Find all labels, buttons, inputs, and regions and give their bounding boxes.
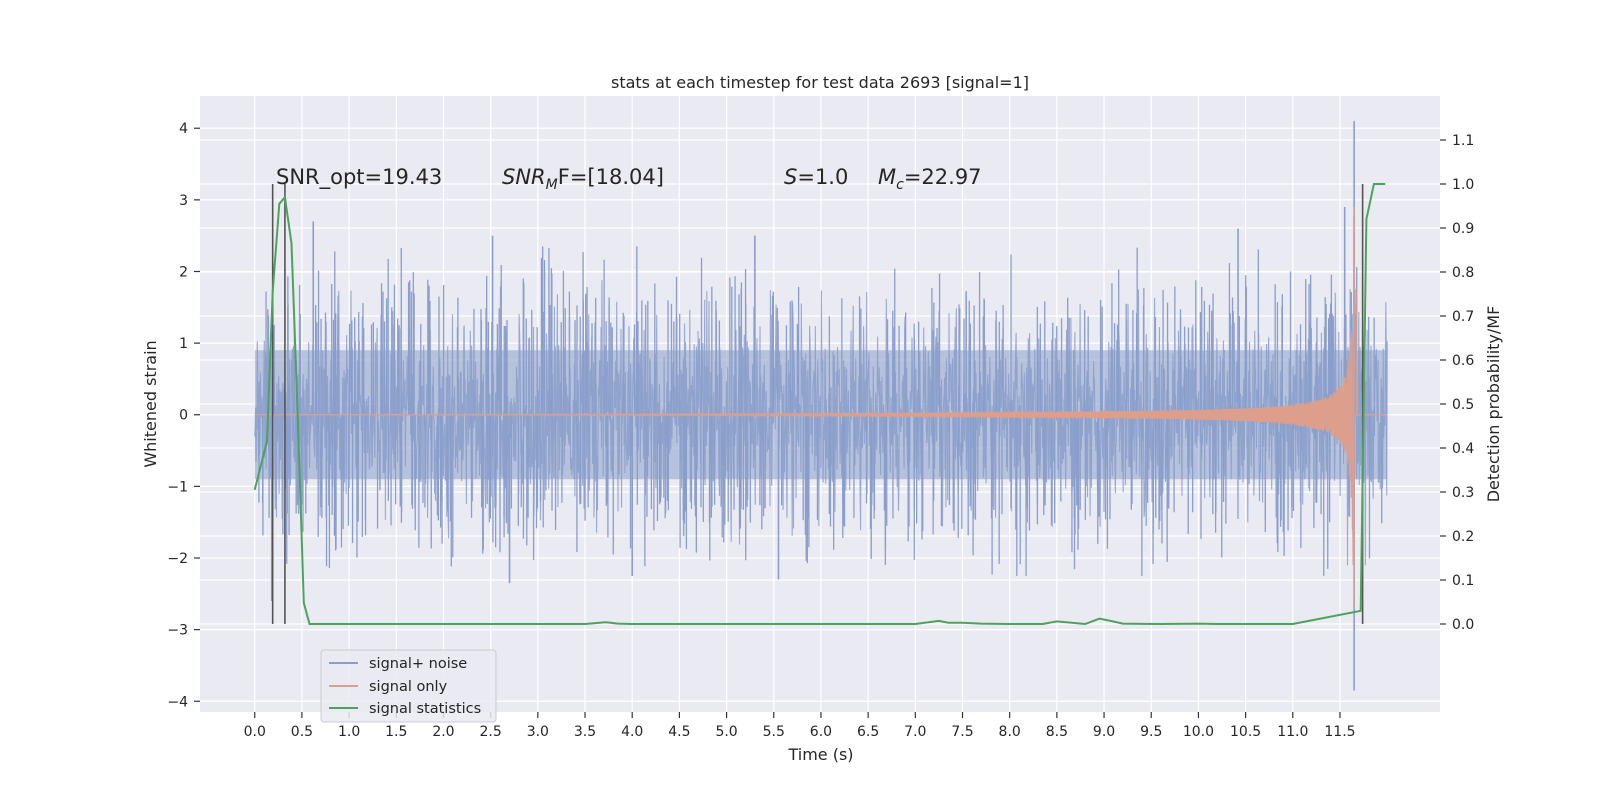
y-right-tick-label: 0.0 [1452,617,1474,633]
y-right-tick-label: 0.3 [1452,485,1474,501]
x-tick-label: 6.0 [810,724,832,740]
annotation-mc: Mc=22.97 [878,165,982,193]
y-left-tick-label: −1 [167,479,188,495]
annotation-mc-sub: c [896,177,904,193]
x-tick-label: 8.0 [999,724,1021,740]
y-axis-label-left: Whitened strain [141,340,160,467]
x-tick-label: 0.5 [291,724,313,740]
x-tick-label: 9.5 [1140,724,1162,740]
y-left-tick-label: 4 [179,121,188,137]
x-tick-label: 3.0 [527,724,549,740]
x-tick-label: 1.0 [338,724,360,740]
vertical-markers [271,184,1364,624]
legend: signal+ noise signal only signal statist… [320,649,497,723]
x-tick-label: 2.0 [432,724,454,740]
y-right-tick-label: 0.2 [1452,529,1474,545]
x-tick-label: 4.5 [668,724,690,740]
y-left-tick-label: −2 [167,551,188,567]
x-tick-label: 2.5 [480,724,502,740]
y-right-tick-label: 1.0 [1452,177,1474,193]
annotation-snr-mf: SNRMF=[18.04] [502,165,664,193]
y-left-tick-label: 3 [179,193,188,209]
annotation-s-name: S [784,165,797,189]
x-tick-label: 10.5 [1230,724,1261,740]
y-left-tick-label: 1 [179,336,188,352]
y-left-tick-label: 0 [179,408,188,424]
x-tick-label: 11.0 [1277,724,1308,740]
annotation-snr-opt: SNR_opt=19.43 [276,165,442,190]
y-axis-label-right: Detection probability/MF [1484,306,1503,503]
signal-only-trace [254,207,1388,609]
legend-label-signal-statistics: signal statistics [369,701,481,717]
x-tick-label: 5.5 [763,724,785,740]
x-tick-label: 4.0 [621,724,643,740]
annotation-s-value: =1.0 [797,165,848,189]
y-right-tick-label: 1.1 [1452,133,1474,149]
annotation-s: S=1.0 [784,165,848,189]
legend-item-signal-only: signal only [329,679,448,695]
y-right-tick-label: 0.5 [1452,397,1474,413]
x-tick-label: 8.5 [1046,724,1068,740]
annotation-snr-mf-sub: M [546,177,558,193]
y-right-tick-label: 0.8 [1452,265,1474,281]
y-right-tick-label: 0.7 [1452,309,1474,325]
legend-item-signal-plus-noise: signal+ noise [329,656,467,672]
legend-label-signal-plus-noise: signal+ noise [369,656,467,672]
series-signal-only [254,207,1388,609]
chart-title: stats at each timestep for test data 269… [611,73,1029,92]
x-tick-label: 11.5 [1324,724,1355,740]
x-tick-label: 0.0 [244,724,266,740]
x-tick-label: 5.0 [715,724,737,740]
x-tick-label: 10.0 [1183,724,1214,740]
x-tick-label: 3.5 [574,724,596,740]
annotation-mc-value: =22.97 [904,165,982,189]
x-tick-label: 6.5 [857,724,879,740]
legend-box [320,649,497,723]
series-signal-statistics [253,183,1386,626]
y-left-tick-label: −4 [167,694,188,710]
y-left-tick-label: 2 [179,264,188,280]
y-right-tick-label: 0.4 [1452,441,1474,457]
x-axis-label: Time (s) [787,745,853,764]
annotation-snr-mf-value: F=[18.04] [558,165,664,189]
x-tick-label: 9.0 [1093,724,1115,740]
annotations: SNR_opt=19.43 SNRMF=[18.04] S=1.0 Mc=22.… [276,165,982,193]
annotation-snr-mf-name: SNR [502,165,546,189]
y-right-tick-label: 0.1 [1452,573,1474,589]
x-tick-label: 1.5 [385,724,407,740]
legend-item-signal-statistics: signal statistics [329,701,481,717]
y-right-tick-label: 0.6 [1452,353,1474,369]
axes: 0.0 0.5 1.0 1.5 2.0 2.5 3.0 3.5 4.0 4.5 5.0 5.5 6.0 6… [167,121,1474,740]
y-right-tick-label: 0.9 [1452,221,1474,237]
annotation-mc-name: M [878,165,896,189]
x-tick-label: 7.0 [904,724,926,740]
y-left-tick-label: −3 [167,623,188,639]
legend-label-signal-only: signal only [369,679,448,695]
x-tick-label: 7.5 [951,724,973,740]
